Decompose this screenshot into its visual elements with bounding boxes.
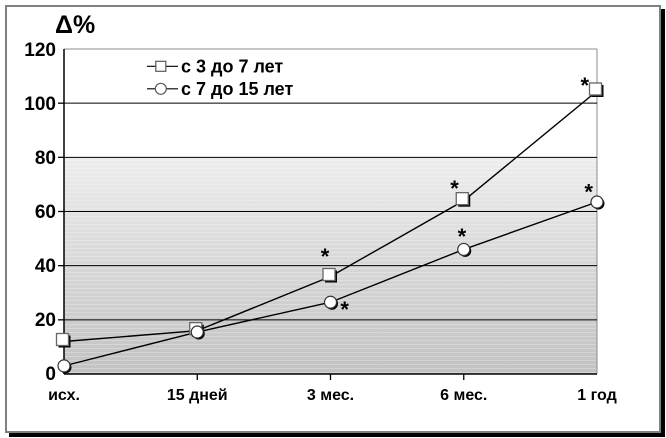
svg-text:6 мес.: 6 мес. <box>440 387 487 404</box>
svg-text:исх.: исх. <box>48 387 80 404</box>
svg-text:*: * <box>340 297 349 322</box>
svg-text:с 7 до 15 лет: с 7 до 15 лет <box>181 79 293 99</box>
svg-text:*: * <box>581 73 590 98</box>
svg-text:1 год: 1 год <box>577 387 617 404</box>
svg-text:*: * <box>321 244 330 269</box>
svg-text:40: 40 <box>35 256 56 277</box>
svg-text:*: * <box>450 176 459 201</box>
svg-text:60: 60 <box>35 202 56 223</box>
svg-text:100: 100 <box>24 94 56 115</box>
svg-text:0: 0 <box>45 364 56 385</box>
svg-text:*: * <box>584 180 593 205</box>
svg-text:Δ%: Δ% <box>55 11 95 39</box>
svg-text:120: 120 <box>24 40 56 61</box>
svg-text:15 дней: 15 дней <box>167 387 228 404</box>
svg-text:3 мес.: 3 мес. <box>307 387 354 404</box>
svg-text:20: 20 <box>35 310 56 331</box>
svg-text:*: * <box>458 224 467 249</box>
svg-text:80: 80 <box>35 148 56 169</box>
svg-text:с 3 до 7 лет: с 3 до 7 лет <box>181 57 283 77</box>
